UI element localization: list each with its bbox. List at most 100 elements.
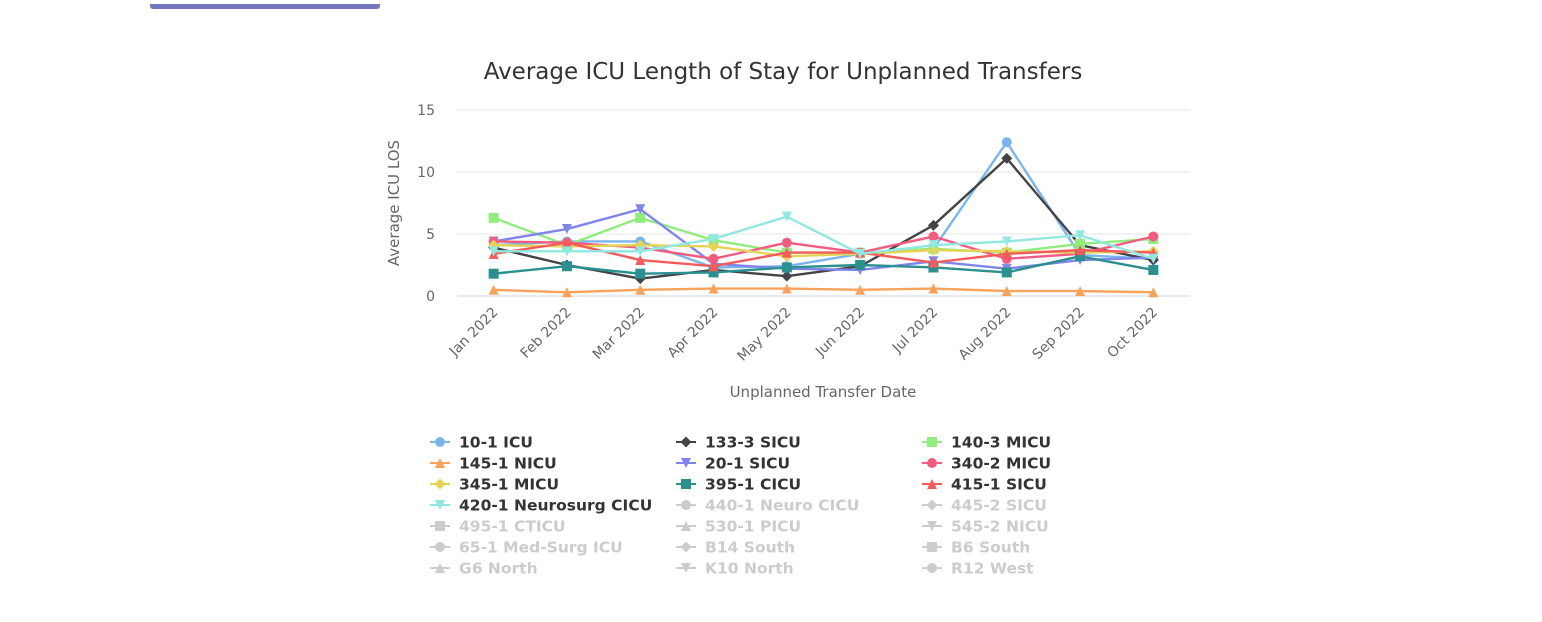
data-point [781,262,792,273]
series-133-3-sicu [488,152,1159,285]
x-axis-ticks: Jan 2022 Feb 2022 Mar 2022 Apr 2022 May 2022… [446,305,1161,365]
legend-label: 10-1 ICU [459,434,533,452]
legend-item-145-1-nicu[interactable]: 145-1 NICU [430,455,557,473]
data-point [635,246,646,257]
legend-item-495-1-cticu[interactable]: 495-1 CTICU [430,518,566,536]
legend-item-10-1-icu[interactable]: 10-1 ICU [430,434,533,452]
legend-label: B6 South [951,539,1030,557]
data-point [1148,287,1159,298]
legend-symbol-marker [680,436,692,448]
y-tick-label: 10 [417,165,435,181]
series-line [492,215,1155,260]
legend-item-420-1-neurosurg-cicu[interactable]: 420-1 Neurosurg CICU [430,497,652,515]
data-point [928,231,939,242]
series-395-1-cicu [488,251,1159,279]
data-point [1001,286,1012,297]
data-point [781,211,792,222]
legend-symbol-marker [927,437,937,447]
legend-item-440-1-neuro-cicu[interactable]: 440-1 Neuro CICU [676,497,859,515]
legend-symbol-marker [927,521,937,531]
x-tick-label: Aug 2022 [956,305,1015,364]
data-point [488,212,499,223]
x-tick-label: Feb 2022 [518,305,575,362]
x-tick-label: Jan 2022 [446,305,502,361]
series-line [492,287,1155,294]
legend-symbol-marker [681,563,691,573]
legend-label: 140-3 MICU [951,434,1051,452]
legend-item-g6-north[interactable]: G6 North [430,560,538,578]
legend-item-415-1-sicu[interactable]: 415-1 SICU [922,476,1047,494]
legend-label: G6 North [459,560,538,578]
data-point [1148,264,1159,275]
data-point [927,219,939,231]
data-point [781,283,792,294]
series-layer [488,137,1159,298]
series-line [492,157,1155,280]
legend-symbol-marker [681,521,691,531]
data-point [781,247,792,258]
x-tick-label: Apr 2022 [665,305,722,362]
data-point [781,270,793,282]
legend-item-k10-north[interactable]: K10 North [676,560,794,578]
legend-symbol-marker [927,458,937,468]
data-point [1001,137,1012,148]
legend-symbol-marker [435,521,445,531]
data-point [561,246,572,257]
data-point [1001,152,1013,164]
legend-item-530-1-picu[interactable]: 530-1 PICU [676,518,801,536]
legend-symbol-marker [681,458,691,468]
y-tick-label: 15 [417,103,435,119]
legend-label: 340-2 MICU [951,455,1051,473]
data-point [1001,248,1012,259]
legend-label: 395-1 CICU [705,476,801,494]
data-point [1148,253,1159,264]
legend-item-133-3-sicu[interactable]: 133-3 SICU [676,434,801,452]
data-point [635,268,646,279]
legend-symbol-marker [927,542,937,552]
data-point [1075,286,1086,297]
legend-symbol-marker [927,563,937,573]
legend-symbol-marker [681,500,691,510]
data-point [855,260,866,270]
legend-label: 145-1 NICU [459,455,557,473]
legend-item-345-1-micu[interactable]: 345-1 MICU [430,476,559,494]
data-point [1075,238,1086,249]
legend-symbol-marker [681,479,691,489]
legend-item-340-2-micu[interactable]: 340-2 MICU [922,455,1051,473]
legend-item-395-1-cicu[interactable]: 395-1 CICU [676,476,801,494]
y-axis-title: Average ICU LOS [385,140,403,266]
legend-item-65-1-med-surg-icu[interactable]: 65-1 Med-Surg ICU [430,539,623,557]
legend-item-445-2-sicu[interactable]: 445-2 SICU [922,497,1047,515]
legend-symbol-marker [434,478,446,490]
x-tick-label: May 2022 [735,305,795,365]
data-point [1001,236,1012,247]
data-point [708,267,719,278]
data-point [1148,231,1159,242]
legend-symbol-marker [927,479,937,489]
legend-label: 20-1 SICU [705,455,790,473]
data-point [708,261,719,272]
data-point [928,283,939,294]
series-145-1-nicu [488,283,1159,298]
legend: 10-1 ICU 133-3 SICU 140-3 MICU 145-1 NICU 20… [430,434,1051,578]
x-tick-label: Jul 2022 [889,305,941,357]
legend-item-r12-west[interactable]: R12 West [922,560,1034,578]
legend-item-545-2-nicu[interactable]: 545-2 NICU [922,518,1049,536]
legend-symbol-marker [926,499,938,511]
legend-item-20-1-sicu[interactable]: 20-1 SICU [676,455,790,473]
y-axis-ticks: 0 5 10 15 [417,103,435,305]
x-tick-label: Mar 2022 [590,305,648,363]
legend-label: 530-1 PICU [705,518,801,536]
legend-label: 440-1 Neuro CICU [705,497,859,515]
legend-item-140-3-micu[interactable]: 140-3 MICU [922,434,1051,452]
legend-item-b6-south[interactable]: B6 South [922,539,1030,557]
legend-symbol-marker [435,500,445,510]
series-line [492,141,1155,269]
legend-label: B14 South [705,539,795,557]
legend-label: 345-1 MICU [459,476,559,494]
data-point [1075,245,1086,256]
legend-label: R12 West [951,560,1034,578]
data-point [708,283,719,294]
legend-item-b14-south[interactable]: B14 South [676,539,795,557]
